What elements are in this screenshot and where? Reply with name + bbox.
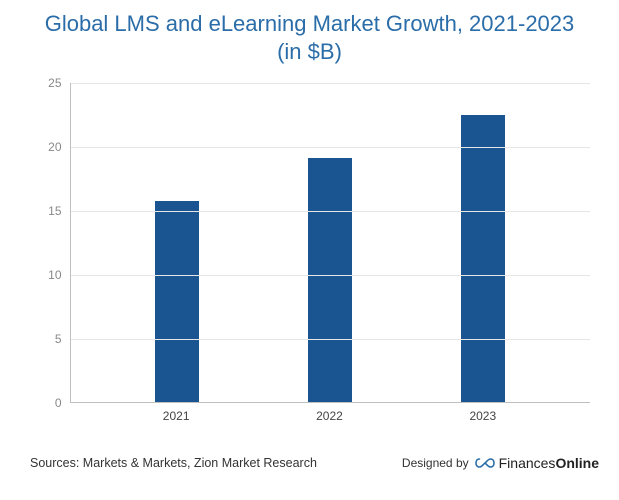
gridline (71, 211, 590, 212)
chart-title-line2: (in $B) (277, 39, 342, 64)
bar (155, 201, 199, 402)
x-tick-label: 2021 (154, 409, 198, 423)
x-tick-label: 2022 (307, 409, 351, 423)
attribution: Designed by FinancesOnline (402, 455, 599, 471)
chart-title-line1: Global LMS and eLearning Market Growth, … (45, 11, 575, 36)
gridline (71, 339, 590, 340)
gridline (71, 83, 590, 84)
brand-logo: FinancesOnline (475, 455, 599, 471)
y-tick-label: 5 (55, 332, 62, 346)
designed-by-label: Designed by (402, 456, 469, 470)
x-tick-label: 2023 (461, 409, 505, 423)
y-tick-label: 10 (48, 268, 61, 282)
bar (461, 115, 505, 402)
bar (308, 158, 352, 402)
footer: Sources: Markets & Markets, Zion Market … (0, 449, 619, 471)
bar-slot (308, 83, 352, 402)
gridline (71, 275, 590, 276)
x-axis: 2021 2022 2023 (70, 409, 590, 423)
chart-area: 0510152025 202120222023 (30, 83, 590, 443)
infinity-icon (475, 456, 495, 470)
sources-text: Sources: Markets & Markets, Zion Market … (30, 456, 317, 470)
brand-text-part2: Online (555, 455, 599, 471)
brand-text-part1: Finances (499, 455, 556, 471)
y-tick-label: 15 (48, 204, 61, 218)
bars-container (71, 83, 590, 402)
gridline (71, 147, 590, 148)
y-tick-label: 0 (55, 396, 62, 410)
y-axis: 0510152025 (30, 83, 62, 403)
bar-slot (461, 83, 505, 402)
chart-title: Global LMS and eLearning Market Growth, … (0, 0, 619, 69)
plot-region (70, 83, 590, 403)
y-tick-label: 20 (48, 140, 61, 154)
bar-slot (155, 83, 199, 402)
y-tick-label: 25 (48, 76, 61, 90)
